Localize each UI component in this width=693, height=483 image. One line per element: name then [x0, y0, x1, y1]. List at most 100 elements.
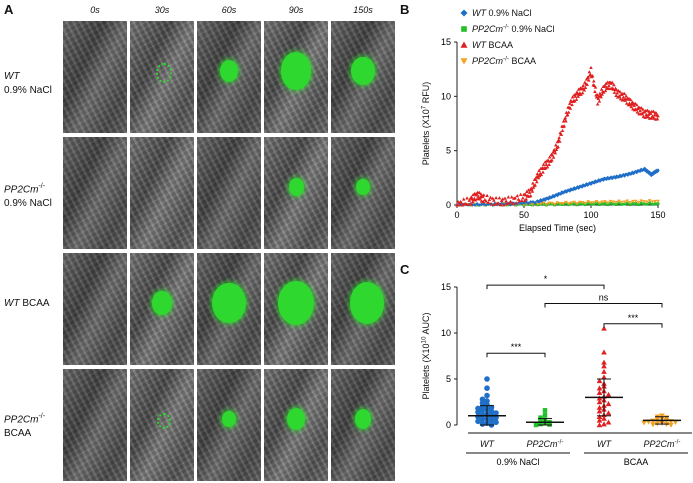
data-point	[531, 185, 536, 189]
data-point	[668, 422, 674, 428]
microscopy-frame	[63, 369, 127, 481]
data-point	[609, 175, 613, 179]
significance-label: ***	[511, 342, 522, 352]
data-point	[542, 408, 548, 413]
data-point	[497, 196, 502, 200]
data-point	[605, 419, 612, 425]
data-point	[634, 107, 639, 112]
data-point	[552, 149, 557, 153]
data-point	[600, 200, 604, 204]
microscopy-frame	[197, 253, 261, 365]
data-point	[559, 192, 563, 196]
data-point	[498, 202, 503, 207]
data-point	[601, 349, 607, 355]
y-tick-label: 5	[446, 374, 451, 384]
data-point	[575, 90, 579, 94]
data-point	[629, 105, 633, 109]
series-2	[455, 65, 660, 207]
data-point	[568, 106, 573, 110]
data-point	[604, 81, 608, 85]
data-point	[505, 201, 510, 206]
legend-label: WT BCAA	[472, 40, 513, 50]
microscopy-frame	[197, 21, 261, 133]
data-point	[538, 202, 543, 206]
data-point	[482, 202, 486, 206]
microscopy-frame	[197, 369, 261, 481]
data-point	[522, 203, 526, 207]
data-point	[533, 183, 537, 187]
row-label: PP2Cm-/- 0.9% NaCl	[4, 183, 52, 210]
data-point	[646, 112, 651, 117]
data-point	[603, 201, 607, 205]
data-point	[552, 202, 557, 206]
data-point	[543, 166, 548, 170]
data-point	[535, 179, 539, 184]
data-point	[469, 195, 474, 199]
row-label: WT 0.9% NaCl	[4, 71, 52, 96]
data-point	[479, 416, 486, 423]
microscopy-frame	[63, 253, 127, 365]
microscopy-frame	[264, 253, 328, 365]
data-point	[471, 192, 475, 197]
data-point	[628, 97, 633, 102]
data-point	[619, 200, 624, 205]
data-point	[593, 85, 598, 89]
data-point	[584, 77, 589, 81]
data-point	[637, 203, 640, 207]
data-point	[611, 202, 615, 206]
data-point	[591, 201, 596, 205]
data-point	[464, 201, 468, 206]
data-point	[608, 199, 613, 204]
data-point	[585, 82, 589, 87]
data-point	[581, 83, 585, 87]
y-tick-label: 0	[446, 420, 451, 430]
data-point	[457, 203, 462, 207]
thrombus-fluorescence	[278, 281, 314, 325]
panel-a-letter: A	[4, 2, 14, 17]
data-point	[601, 359, 607, 365]
data-point	[554, 143, 558, 147]
data-point	[640, 111, 645, 115]
data-point	[485, 193, 489, 197]
data-point	[586, 78, 591, 82]
data-point	[528, 193, 533, 198]
data-point	[570, 102, 574, 107]
data-point	[605, 401, 612, 407]
group-label: PP2Cm-/-	[527, 438, 564, 449]
data-point	[562, 190, 566, 194]
data-point	[558, 202, 563, 206]
legend-marker	[460, 58, 468, 65]
microscopy-frame	[197, 137, 261, 249]
data-point	[633, 101, 637, 105]
data-point	[655, 117, 660, 121]
data-point	[484, 376, 490, 382]
data-point	[600, 177, 604, 182]
x-tick-label: 150	[650, 210, 665, 220]
data-point	[541, 201, 546, 205]
data-point	[465, 196, 469, 200]
data-point	[609, 201, 612, 205]
data-point	[544, 162, 549, 166]
data-point	[601, 415, 607, 421]
data-point	[628, 200, 632, 205]
data-point	[599, 95, 603, 99]
data-point	[550, 195, 554, 200]
significance-bracket	[603, 323, 663, 328]
data-point	[612, 90, 617, 94]
data-point	[459, 200, 464, 205]
thrombus-fluorescence	[287, 408, 305, 430]
data-point	[575, 185, 580, 189]
timepoint-label: 0s	[90, 5, 100, 15]
data-point	[473, 198, 478, 202]
x-tick-label: 100	[583, 210, 598, 220]
data-point	[641, 420, 647, 426]
data-point	[614, 203, 618, 206]
data-point	[638, 108, 642, 113]
data-point	[543, 160, 548, 164]
data-point	[506, 195, 511, 199]
data-point	[636, 200, 641, 205]
data-point	[484, 199, 488, 203]
data-point	[596, 417, 603, 423]
data-point	[569, 201, 574, 205]
data-point	[597, 201, 602, 205]
